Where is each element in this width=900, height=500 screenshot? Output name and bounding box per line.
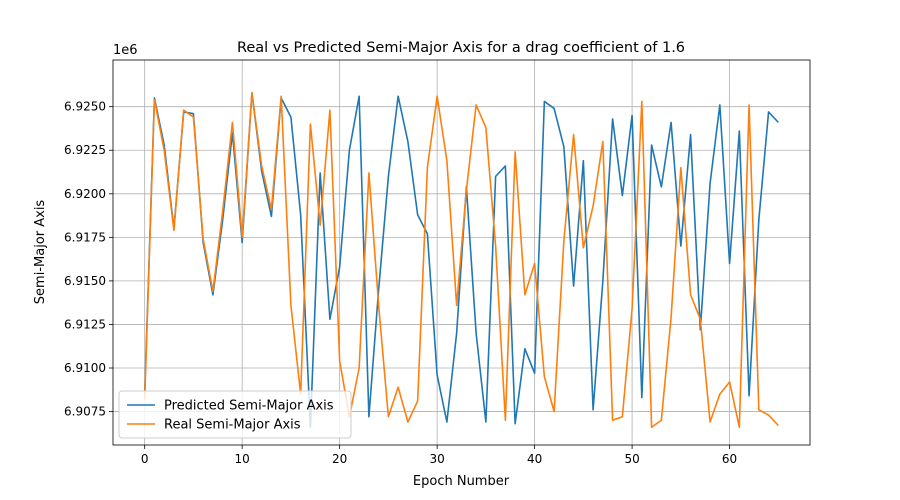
y-tick-label: 6.9200 [64, 187, 106, 201]
plot-frame [112, 59, 811, 446]
y-axis-label: Semi-Major Axis [33, 200, 48, 305]
legend: Predicted Semi-Major Axis Real Semi-Majo… [118, 390, 352, 439]
y-tick-label: 6.9075 [64, 405, 106, 419]
x-tick-label: 30 [429, 452, 444, 466]
legend-label-real: Real Semi-Major Axis [164, 418, 301, 433]
x-tick-label: 40 [527, 452, 542, 466]
legend-box [118, 390, 352, 439]
y-axis-ticks: 6.9075 6.9100 6.9125 6.9150 6.9175 6.9200 6.92… [64, 100, 113, 419]
y-tick-label: 6.9125 [64, 317, 106, 331]
real-series-line [143, 91, 779, 429]
x-tick-label: 50 [624, 452, 639, 466]
y-tick-label: 6.9150 [64, 274, 106, 288]
x-tick-label: 10 [235, 452, 250, 466]
series-lines [143, 91, 779, 429]
x-axis-label: Epoch Number [413, 474, 510, 489]
y-tick-label: 6.9250 [64, 100, 106, 114]
y-tick-label: 6.9225 [64, 143, 106, 157]
chart-title: Real vs Predicted Semi-Major Axis for a … [237, 40, 685, 56]
y-tick-label: 6.9175 [64, 230, 106, 244]
y-tick-label: 6.9100 [64, 361, 106, 375]
x-tick-label: 60 [722, 452, 737, 466]
y-axis-offset-label: 1e6 [113, 43, 138, 58]
x-axis-ticks: 0 10 20 30 40 50 60 [141, 445, 737, 466]
x-tick-label: 0 [141, 452, 149, 466]
legend-label-predicted: Predicted Semi-Major Axis [164, 399, 334, 414]
x-tick-label: 20 [332, 452, 347, 466]
